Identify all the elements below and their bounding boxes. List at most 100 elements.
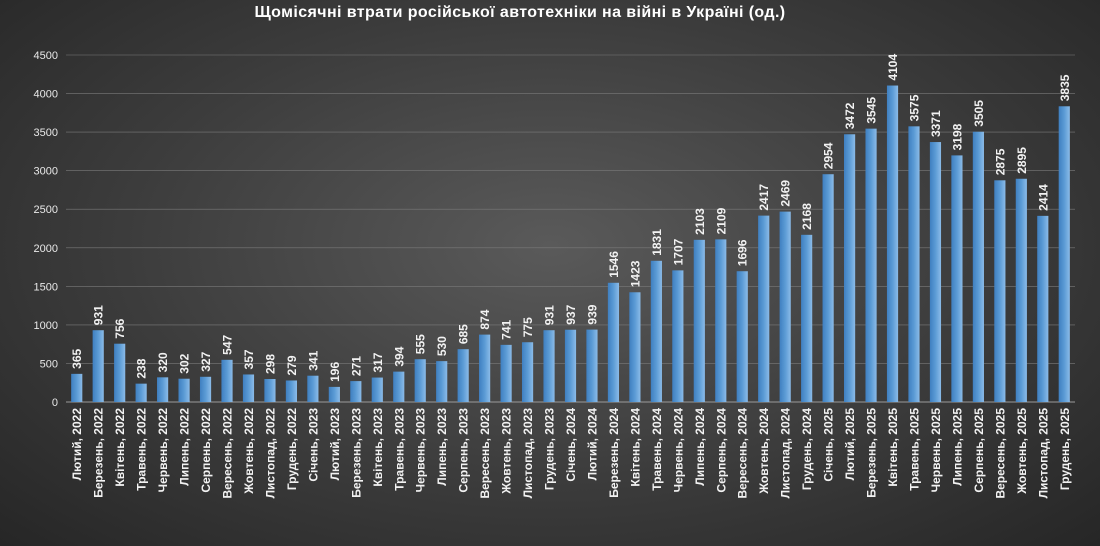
bar	[264, 379, 276, 402]
x-tick-label: Лютий, 2022	[70, 408, 84, 481]
x-tick-label: Вересень, 2022	[221, 408, 235, 499]
data-label: 3371	[929, 110, 943, 137]
x-tick-label: Серпень, 2022	[199, 408, 213, 493]
y-tick-label: 4000	[34, 89, 58, 101]
bar	[543, 330, 555, 402]
data-label: 365	[70, 349, 84, 369]
bar	[586, 329, 598, 402]
data-label: 3575	[907, 94, 921, 121]
bar	[629, 292, 641, 402]
bar	[693, 239, 705, 402]
bar	[951, 155, 963, 402]
x-tick-label: Січень, 2025	[822, 408, 836, 482]
bar	[736, 271, 748, 402]
bar	[328, 386, 340, 402]
bar	[92, 330, 104, 402]
x-tick-label: Вересень, 2023	[478, 408, 492, 499]
x-tick-label: Серпень, 2023	[457, 408, 471, 493]
data-label: 238	[135, 358, 149, 378]
data-label: 741	[500, 320, 514, 340]
y-tick-label: 4500	[34, 50, 58, 62]
y-tick-label: 3500	[34, 127, 58, 139]
x-tick-label: Липень, 2022	[178, 408, 192, 486]
bar	[479, 334, 491, 402]
bar	[822, 174, 834, 402]
data-label: 2109	[714, 207, 728, 234]
y-tick-label: 2000	[34, 243, 58, 255]
bar	[457, 349, 469, 402]
data-label: 327	[199, 351, 213, 371]
x-tick-label: Листопад, 2024	[779, 408, 793, 499]
bar	[350, 381, 362, 402]
bar	[801, 234, 813, 402]
data-label: 298	[263, 354, 277, 374]
bar	[929, 142, 942, 402]
x-tick-label: Жовтень, 2024	[757, 408, 771, 495]
bar	[672, 270, 684, 402]
data-label: 271	[349, 356, 363, 376]
x-tick-label: Червень, 2022	[156, 408, 170, 493]
bar	[199, 376, 212, 402]
data-label: 3505	[972, 100, 986, 127]
data-label: 1546	[607, 251, 621, 278]
bar	[135, 383, 147, 402]
data-label: 4104	[886, 54, 900, 81]
bar	[650, 260, 662, 402]
data-label: 196	[328, 362, 342, 382]
data-label: 555	[414, 334, 428, 354]
x-tick-label: Грудень, 2024	[800, 408, 814, 490]
x-tick-label: Грудень, 2022	[285, 408, 299, 490]
x-tick-label: Грудень, 2023	[543, 408, 557, 490]
x-tick-label: Серпень, 2024	[714, 408, 728, 493]
bar	[307, 375, 319, 402]
x-tick-label: Квітень, 2024	[628, 408, 642, 487]
bar	[758, 215, 770, 402]
data-label: 547	[221, 334, 235, 354]
data-label: 3472	[843, 102, 857, 129]
bar	[414, 359, 426, 402]
data-label: 2414	[1036, 184, 1050, 211]
bar	[972, 131, 984, 402]
data-label: 2469	[779, 180, 793, 207]
chart-title: Щомісячні втрати російської автотехніки …	[254, 4, 786, 21]
bar	[242, 374, 255, 402]
data-label: 874	[478, 309, 492, 329]
bar	[285, 380, 297, 402]
x-tick-label: Липень, 2023	[435, 408, 449, 486]
x-tick-label: Січень, 2024	[564, 408, 578, 482]
data-label: 1707	[671, 238, 685, 265]
bar	[844, 134, 856, 403]
x-tick-label: Лютий, 2025	[843, 408, 857, 481]
bar	[436, 361, 448, 402]
bar	[371, 377, 383, 402]
data-label: 1831	[650, 229, 664, 256]
x-tick-label: Вересень, 2025	[993, 408, 1007, 499]
data-label: 931	[92, 305, 106, 325]
data-label: 3198	[950, 123, 964, 150]
bar	[71, 373, 83, 402]
data-label: 931	[543, 305, 557, 325]
x-tick-label: Липень, 2024	[693, 408, 707, 486]
y-tick-label: 500	[40, 358, 58, 370]
x-tick-label: Березень, 2024	[607, 408, 621, 498]
x-tick-label: Червень, 2024	[671, 408, 685, 493]
x-tick-label: Червень, 2023	[414, 408, 428, 493]
bar	[908, 126, 920, 403]
x-tick-label: Березень, 2023	[349, 408, 363, 498]
x-tick-label: Квітень, 2025	[886, 408, 900, 487]
x-tick-label: Вересень, 2024	[736, 408, 750, 499]
bar	[865, 128, 877, 402]
data-label: 320	[156, 352, 170, 372]
data-label: 2417	[757, 184, 771, 211]
data-label: 357	[242, 349, 256, 369]
bar	[500, 344, 512, 402]
data-label: 2895	[1015, 147, 1029, 174]
data-label: 685	[457, 324, 471, 344]
bar	[114, 343, 126, 402]
x-tick-label: Липень, 2025	[950, 408, 964, 486]
data-label: 3835	[1058, 74, 1072, 101]
data-label: 2875	[993, 148, 1007, 175]
data-label: 394	[392, 346, 406, 366]
